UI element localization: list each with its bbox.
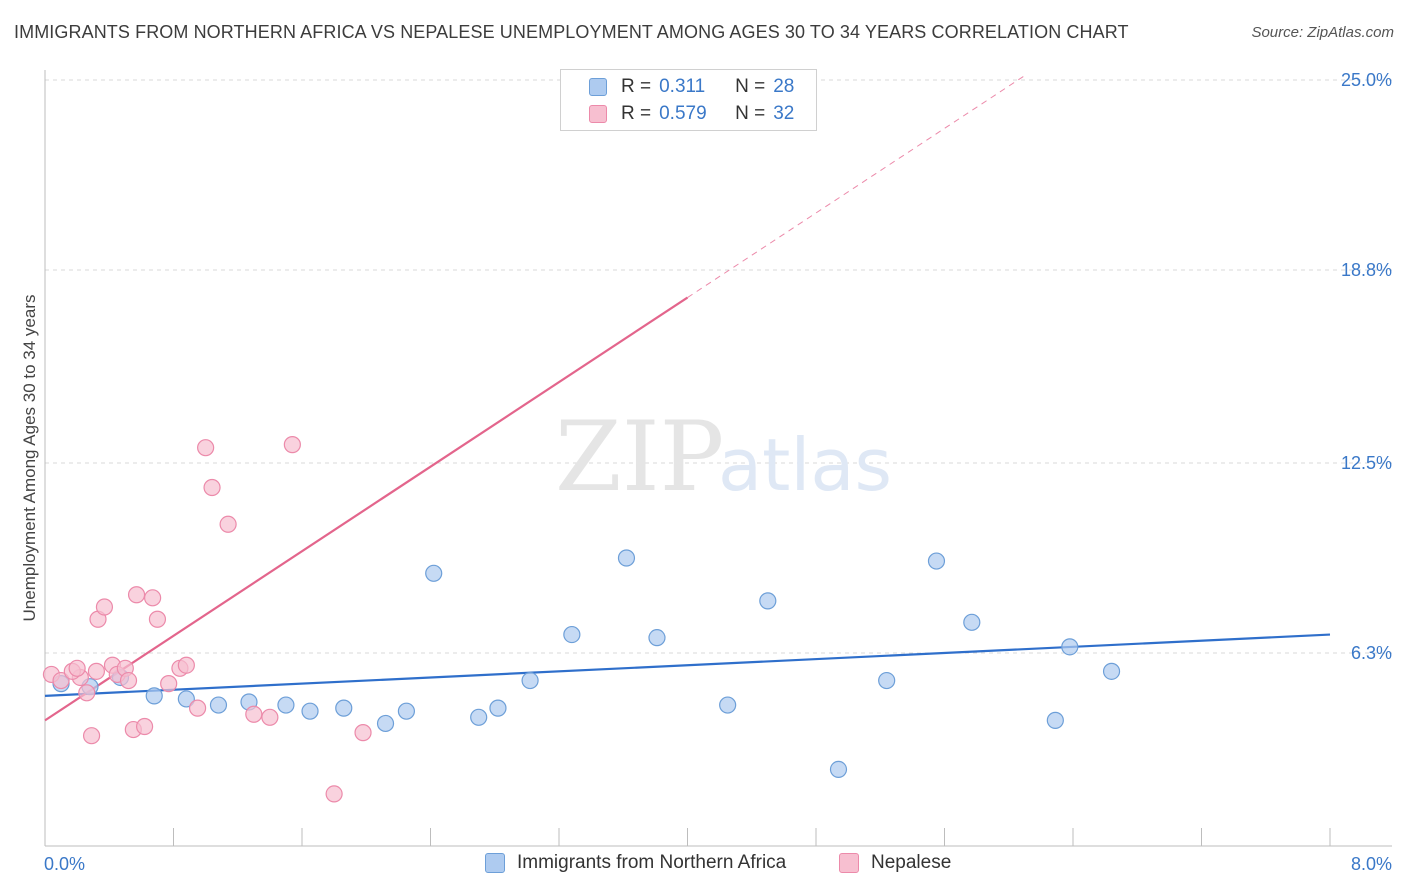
y-tick-label: 6.3% [1351, 643, 1392, 663]
nepalese-point [127, 586, 146, 604]
legend-n-label: N = [735, 76, 766, 97]
chart-title: IMMIGRANTS FROM NORTHERN AFRICA VS NEPAL… [14, 22, 1129, 42]
nepalese-point [148, 610, 167, 628]
nepalese-point [197, 439, 215, 457]
data-points [42, 102, 1121, 803]
series-legend: Immigrants from Northern Africa Nepalese [0, 852, 1406, 878]
nepalese-trend-extension [687, 75, 1026, 298]
nepalese-point [52, 671, 70, 690]
legend-item-immigrants: Immigrants from Northern Africa [485, 852, 786, 874]
nepalese-point [188, 699, 207, 717]
nepalese-point [354, 724, 372, 742]
nepalese-point [144, 589, 162, 607]
immigrants-point [145, 687, 163, 705]
immigrants-point [277, 696, 295, 714]
legend-swatch-blue [485, 853, 505, 873]
immigrants-point [878, 671, 896, 690]
grid-layer [45, 79, 1392, 654]
legend-n-value: 32 [773, 103, 795, 124]
immigrants-trend-line [44, 633, 1331, 697]
watermark-zip: ZIP [555, 401, 724, 513]
immigrants-point [719, 696, 737, 714]
immigrants-point [489, 699, 507, 717]
legend-row-nepalese: R = 0.579 N = 32 [589, 102, 794, 126]
immigrants-point [209, 696, 228, 714]
nepalese-point [245, 705, 263, 723]
immigrants-point [521, 671, 539, 690]
legend-r-label: R = [621, 76, 652, 97]
immigrants-point [1061, 638, 1079, 656]
legend-swatch-pink [589, 105, 607, 123]
watermark-atlas: atlas [718, 423, 892, 507]
trend-lines [44, 75, 1331, 722]
legend-r-value: 0.579 [659, 103, 707, 124]
immigrants-point [963, 613, 981, 631]
immigrants-point [829, 760, 848, 779]
immigrants-point [335, 699, 353, 717]
nepalese-point [78, 684, 96, 702]
legend-label-nepalese: Nepalese [871, 852, 952, 873]
legend-row-immigrants: R = 0.311 N = 28 [589, 75, 794, 99]
correlation-legend: R = 0.311 N = 28 R = 0.579 N = 32 [560, 69, 817, 131]
immigrants-point [1046, 711, 1064, 729]
nepalese-point [82, 727, 101, 745]
legend-r-label: R = [621, 103, 652, 124]
immigrants-point [648, 629, 666, 647]
nepalese-point [177, 656, 195, 674]
immigrants-point [397, 702, 416, 720]
immigrants-point [376, 714, 395, 733]
nepalese-point [283, 436, 301, 454]
x-tick-label: 8.0% [1351, 854, 1392, 874]
immigrants-point [759, 592, 777, 610]
nepalese-point [160, 675, 178, 693]
legend-label-immigrants: Immigrants from Northern Africa [517, 852, 787, 873]
source-label: Source: ZipAtlas.com [1251, 24, 1394, 41]
legend-swatch-blue [589, 78, 607, 96]
immigrants-point [563, 625, 581, 644]
nepalese-point [87, 662, 106, 680]
nepalese-trend-line [44, 296, 689, 722]
nepalese-point [68, 659, 86, 677]
axis-layer [44, 70, 1392, 847]
immigrants-point [425, 564, 443, 582]
legend-r-value: 0.311 [659, 76, 706, 97]
nepalese-point [119, 671, 138, 690]
legend-swatch-pink [839, 853, 859, 873]
immigrants-point [301, 702, 319, 720]
nepalese-point [95, 598, 114, 616]
nepalese-point [135, 717, 154, 736]
immigrants-point [470, 708, 488, 726]
y-tick-label: 12.5% [1341, 453, 1392, 473]
legend-n-label: N = [735, 103, 766, 124]
nepalese-point [325, 785, 343, 803]
tick-labels: 6.3% 12.5% 18.8% 25.0% 0.0% 8.0% [44, 70, 1392, 874]
nepalese-point [219, 515, 237, 533]
immigrants-point [617, 549, 636, 567]
legend-n-value: 28 [773, 76, 795, 97]
immigrants-point [177, 690, 195, 708]
immigrants-point [1102, 662, 1121, 680]
legend-item-nepalese: Nepalese [839, 852, 951, 874]
x-tick-label: 0.0% [44, 854, 85, 874]
watermark: ZIP atlas [555, 401, 892, 513]
immigrants-point [927, 552, 946, 570]
y-tick-label: 25.0% [1341, 70, 1392, 90]
y-tick-label: 18.8% [1341, 260, 1392, 280]
nepalese-point [203, 478, 221, 497]
nepalese-point [261, 708, 279, 726]
